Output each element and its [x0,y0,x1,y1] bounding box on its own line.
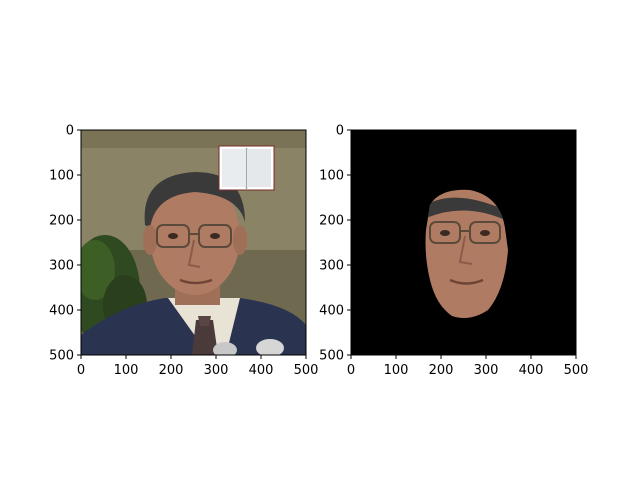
segmented-face [425,189,508,318]
x-tick-label: 500 [564,363,589,378]
y-tick-label: 100 [49,169,74,184]
y-tick-label: 300 [319,259,344,274]
x-tick-label: 100 [114,363,139,378]
x-tick-label: 400 [249,363,274,378]
y-tick-label: 200 [49,214,74,229]
x-tick-label: 200 [159,363,184,378]
y-tick-label: 300 [49,259,74,274]
x-tick-label: 300 [474,363,499,378]
x-tick-label: 0 [347,363,355,378]
y-tick-label: 0 [66,124,74,139]
x-tick-label: 200 [429,363,454,378]
y-tick-label: 500 [49,349,74,364]
x-tick-label: 300 [204,363,229,378]
x-tick-label: 400 [519,363,544,378]
y-tick-label: 500 [319,349,344,364]
y-tick-label: 400 [319,304,344,319]
right-axes-frame [350,129,577,356]
portrait-photo [81,130,306,355]
x-tick-label: 100 [384,363,409,378]
x-tick-label: 500 [294,363,319,378]
left-image-panel [80,129,307,356]
y-tick-label: 0 [336,124,344,139]
right-image-panel [350,129,577,356]
y-tick-label: 100 [319,169,344,184]
left-axes-frame [80,129,307,356]
x-tick-label: 0 [77,363,85,378]
book-overlay-icon [218,145,275,191]
y-tick-label: 200 [319,214,344,229]
y-tick-label: 400 [49,304,74,319]
